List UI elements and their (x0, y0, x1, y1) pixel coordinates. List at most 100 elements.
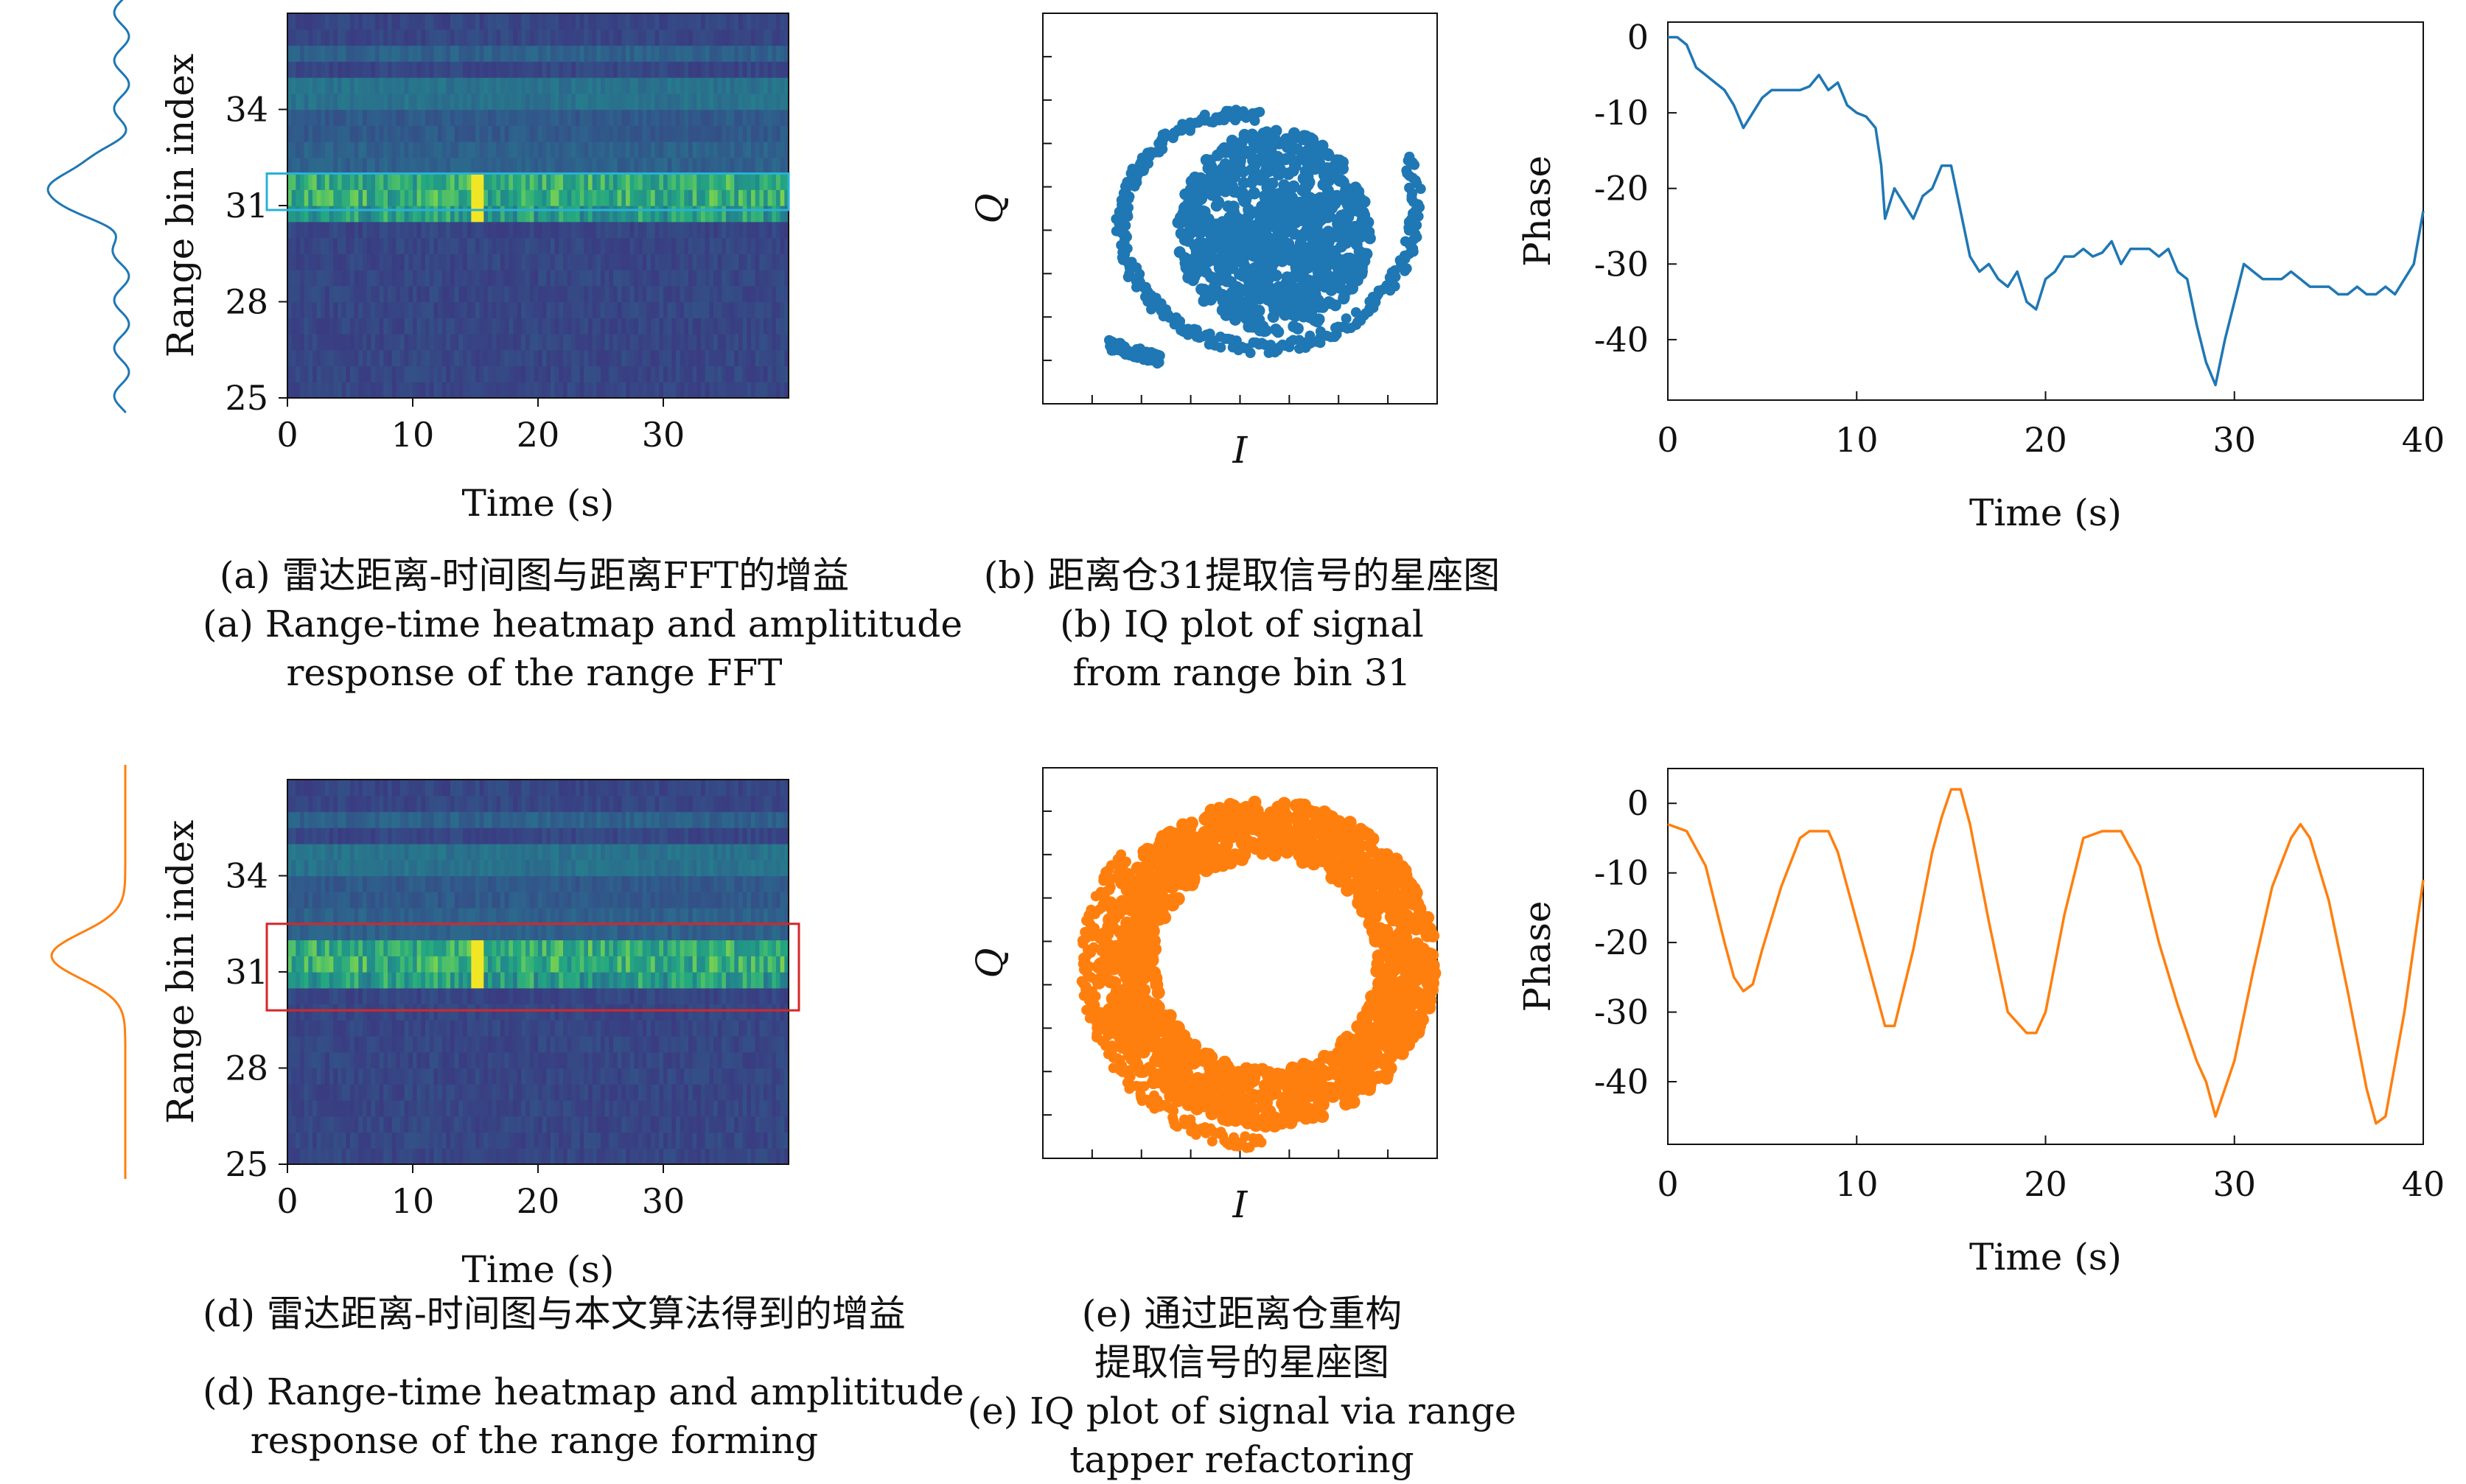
heatmap-cell (312, 1148, 317, 1164)
heatmap-cell (743, 1116, 747, 1133)
heatmap-cell (534, 350, 538, 366)
heatmap-cell (772, 206, 776, 222)
heatmap-cell (463, 318, 467, 334)
heatmap-cell (530, 189, 534, 206)
heatmap-cell (471, 1116, 475, 1133)
heatmap-cell (764, 1068, 768, 1085)
heatmap-cell (768, 125, 772, 141)
heatmap-cell (517, 1116, 522, 1133)
heatmap-cell (329, 61, 334, 77)
heatmap-cell (696, 13, 701, 29)
heatmap-cell (680, 253, 685, 270)
heatmap-cell (333, 141, 338, 158)
heatmap-cell (405, 238, 409, 254)
heatmap-cell (446, 318, 450, 334)
heatmap-cell (676, 77, 680, 94)
heatmap-cell (325, 318, 329, 334)
heatmap-cell (734, 1068, 738, 1085)
heatmap-cell (668, 286, 672, 302)
heatmap-cell (413, 302, 417, 318)
heatmap-cell (559, 1133, 563, 1149)
heatmap-cell (634, 1084, 638, 1100)
heatmap-cell (713, 382, 718, 398)
heatmap-cell (747, 270, 751, 286)
heatmap-cell (446, 110, 450, 126)
heatmap-cell (296, 77, 300, 94)
heatmap-cell (321, 1068, 325, 1085)
heatmap-cell (363, 158, 367, 174)
heatmap-cell (559, 125, 563, 141)
heatmap-cell (571, 94, 576, 110)
heatmap-cell (304, 366, 309, 382)
heatmap-cell (354, 77, 359, 94)
heatmap-cell (651, 318, 655, 334)
heatmap-cell (400, 382, 405, 398)
heatmap-cell (726, 77, 730, 94)
heatmap-cell (555, 1084, 559, 1100)
heatmap-cell (342, 1068, 346, 1085)
heatmap-cell (546, 77, 551, 94)
heatmap-cell (505, 158, 509, 174)
heatmap-cell (350, 318, 354, 334)
heatmap-cell (726, 61, 730, 77)
heatmap-cell (618, 1084, 622, 1100)
heatmap-cell (312, 94, 317, 110)
heatmap-cell (433, 1084, 438, 1100)
heatmap-cell (780, 1148, 785, 1164)
heatmap-cell (718, 141, 722, 158)
heatmap-cell (609, 318, 613, 334)
heatmap-cell (300, 318, 304, 334)
heatmap-cell (759, 222, 764, 238)
heatmap-cell (755, 141, 760, 158)
heatmap-cell (388, 286, 392, 302)
heatmap-cell (576, 270, 580, 286)
heatmap-cell (417, 29, 422, 46)
heatmap-cell (509, 206, 513, 222)
heatmap-cell (634, 1100, 638, 1116)
heatmap-cell (609, 174, 613, 190)
heatmap-cell (722, 1116, 726, 1133)
heatmap-cell (312, 238, 317, 254)
heatmap-cell (588, 1068, 593, 1085)
heatmap-cell (605, 77, 609, 94)
heatmap-cell (325, 302, 329, 318)
heatmap-cell (296, 238, 300, 254)
heatmap-cell (643, 270, 647, 286)
heatmap-cell (722, 302, 726, 318)
heatmap-cell (713, 29, 718, 46)
heatmap-cell (764, 29, 768, 46)
heatmap-cell (671, 1116, 676, 1133)
heatmap-cell (559, 158, 563, 174)
heatmap-cell (668, 46, 672, 62)
heatmap-cell (605, 125, 609, 141)
heatmap-cell (630, 1068, 635, 1085)
heatmap-cell (534, 1052, 538, 1068)
heatmap-cell (534, 334, 538, 350)
heatmap-cell (375, 206, 380, 222)
heatmap-cell (521, 318, 525, 334)
heatmap-cell (546, 174, 551, 190)
heatmap-cell (521, 270, 525, 286)
heatmap-cell (413, 286, 417, 302)
heatmap-cell (563, 253, 567, 270)
heatmap-cell (421, 1068, 425, 1085)
heatmap-cell (430, 334, 434, 350)
heatmap-cell (588, 1052, 593, 1068)
heatmap-cell (747, 302, 751, 318)
heatmap-cell (584, 125, 588, 141)
heatmap-cell (671, 334, 676, 350)
heatmap-cell (605, 382, 609, 398)
heatmap-cell (509, 13, 513, 29)
heatmap-cell (321, 1133, 325, 1149)
heatmap-cell (304, 286, 309, 302)
heatmap-cell (634, 46, 638, 62)
heatmap-cell (292, 350, 296, 366)
heatmap-cell (517, 1068, 522, 1085)
heatmap-cell (492, 29, 497, 46)
heatmap-cell (509, 350, 513, 366)
heatmap-cell (534, 141, 538, 158)
heatmap-cell (701, 1148, 705, 1164)
heatmap-cell (659, 1100, 663, 1116)
heatmap-cell (780, 334, 785, 350)
heatmap-cell (593, 302, 597, 318)
